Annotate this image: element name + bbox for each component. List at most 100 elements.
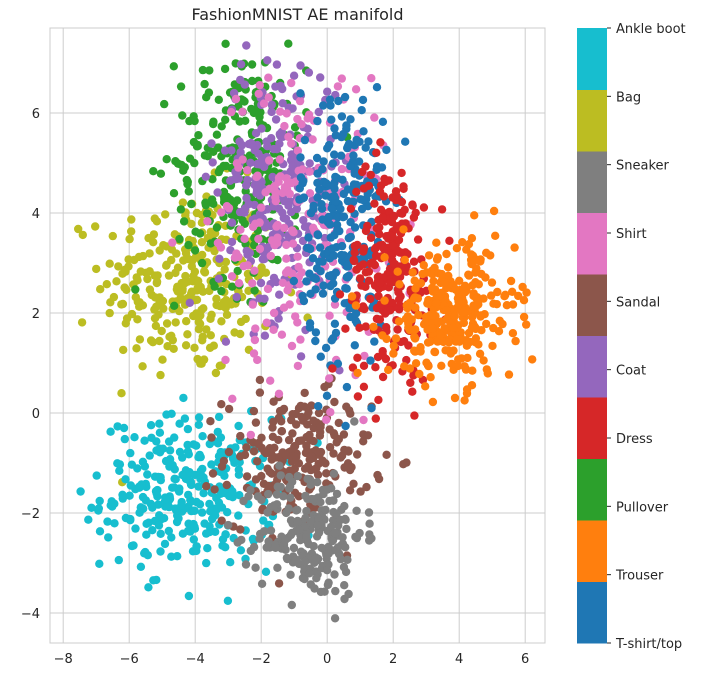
data-point [399,184,408,193]
data-point [350,169,359,178]
data-point [378,117,388,127]
data-point [346,204,356,213]
data-point [316,422,325,432]
data-point [133,315,142,324]
data-point [267,107,276,117]
data-point [228,487,237,496]
data-point [321,191,330,200]
data-point [416,347,425,356]
data-point [221,39,230,48]
data-point [364,181,374,190]
data-point [273,482,282,491]
data-point [214,274,223,283]
data-point [342,402,351,411]
data-point [323,485,332,494]
data-point [92,471,101,480]
data-point [171,504,180,513]
data-point [337,241,347,251]
x-tick-label: 6 [521,652,529,667]
data-point [84,515,93,524]
data-point [391,334,401,343]
colorbar-segment [577,274,607,336]
data-point [404,323,413,332]
data-point [315,243,325,252]
data-point [287,528,297,538]
data-point [395,280,404,289]
data-point [183,440,192,450]
data-point [268,423,277,432]
data-point [212,294,221,303]
data-point [458,238,467,247]
data-point [249,108,259,118]
data-point [181,341,191,350]
scatter-points [74,39,537,623]
data-point [275,290,284,299]
data-point [366,170,375,180]
data-point [194,131,203,140]
data-point [173,552,182,561]
data-point [255,81,264,90]
colorbar-segment [577,151,607,213]
data-point [273,220,282,230]
data-point [263,508,272,517]
data-point [211,511,220,520]
data-point [148,503,157,512]
colorbar-label: Dress [616,432,653,447]
data-point [308,254,318,263]
data-point [221,257,231,267]
data-point [232,292,241,302]
data-point [364,276,374,285]
data-point [420,318,430,328]
data-point [351,85,361,94]
data-point [355,528,364,538]
data-point [454,289,463,298]
y-tick-label: 0 [32,407,40,422]
data-point [115,460,125,469]
data-point [378,213,387,222]
data-point [194,413,204,422]
data-point [302,532,311,541]
data-point [506,276,516,286]
data-point [250,286,259,295]
data-point [126,448,135,458]
data-point [192,542,201,551]
data-point [157,326,166,336]
colorbar-segment [577,458,607,521]
data-point [247,60,257,69]
data-point [353,392,363,401]
data-point [330,231,339,240]
data-point [251,129,261,138]
data-point [180,414,190,423]
data-point [121,475,130,484]
data-point [95,527,105,536]
data-point [316,447,326,457]
data-point [519,312,529,322]
data-point [382,145,391,155]
data-point [217,208,226,217]
data-point [209,147,218,156]
data-point [341,421,350,431]
data-point [252,185,262,195]
data-point [161,495,170,504]
data-point [257,579,267,588]
data-point [397,168,406,178]
data-point [152,217,162,226]
data-point [209,117,218,126]
data-point [168,461,177,470]
data-point [406,378,415,387]
data-point [196,474,205,483]
data-point [414,310,423,320]
data-point [150,271,160,280]
data-point [254,234,263,244]
data-point [226,558,235,567]
data-point [264,489,273,499]
data-point [311,274,321,283]
data-point [369,322,378,331]
data-point [136,562,146,571]
data-point [164,526,173,536]
data-point [361,162,370,171]
data-point [167,533,176,542]
data-point [194,276,203,286]
y-tick-label: −2 [21,507,40,522]
data-point [253,355,262,365]
